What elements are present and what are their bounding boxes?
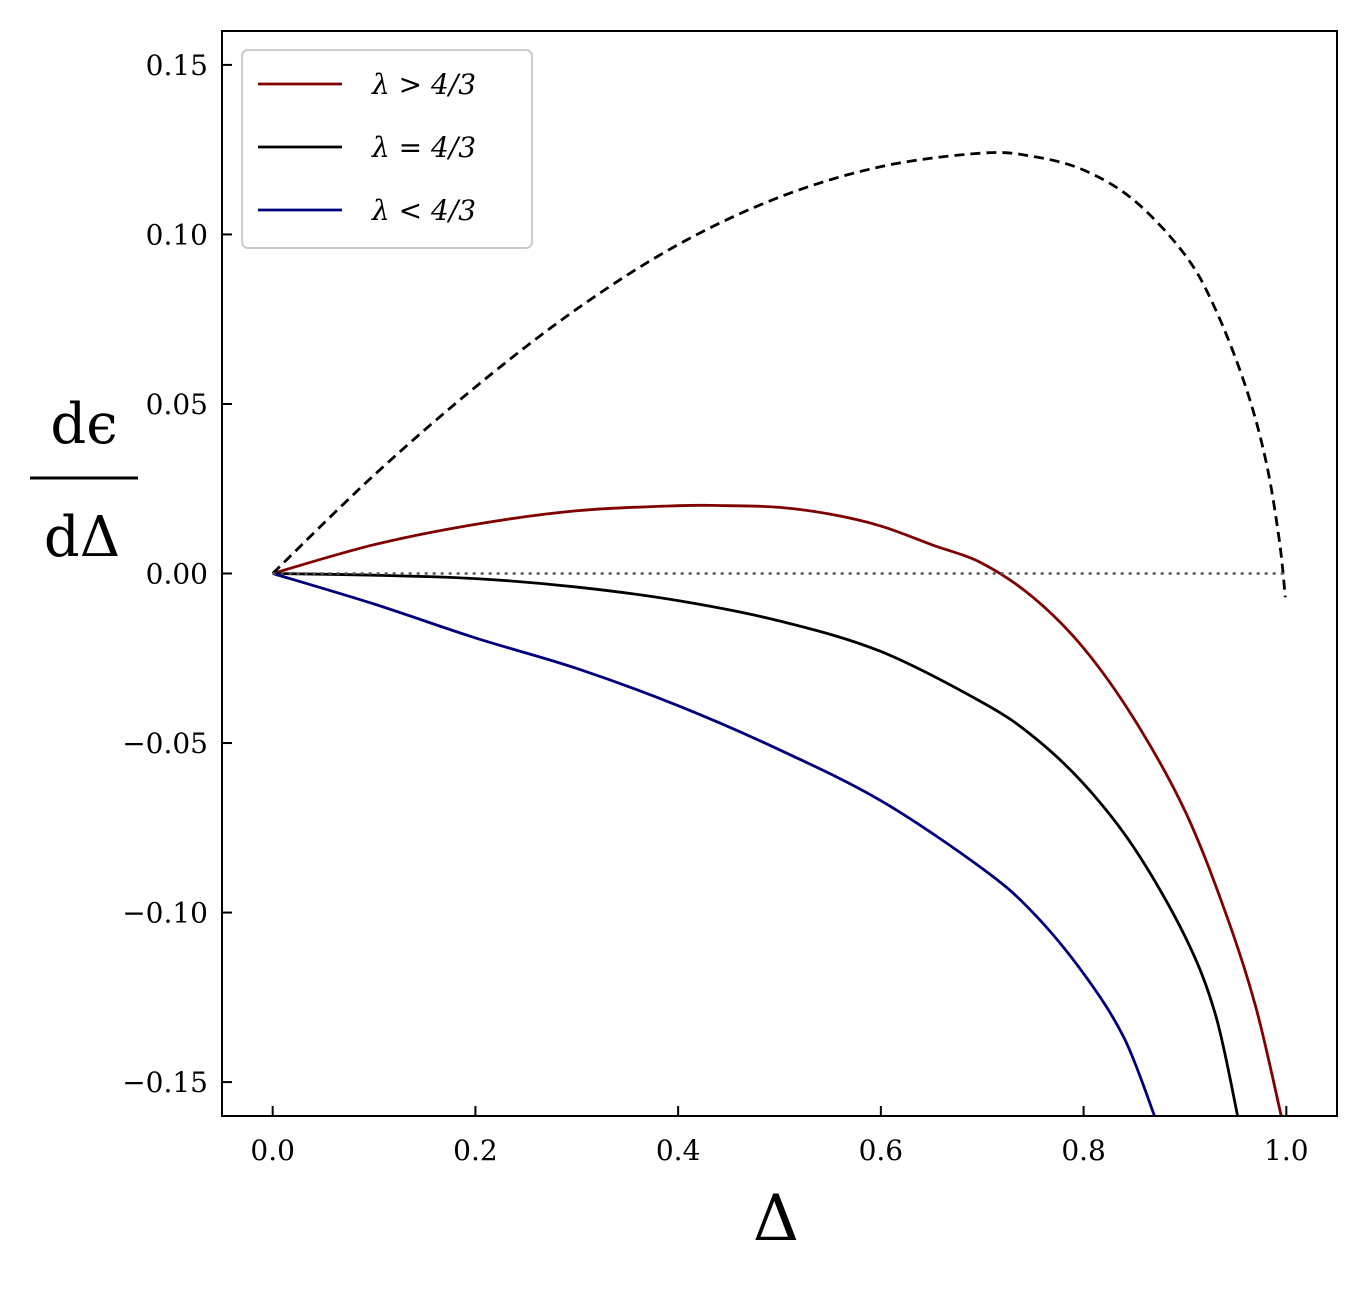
series-line-3 (272, 572, 1156, 1116)
series-layer (271, 151, 1287, 1116)
legend-label: λ = 4/3 (371, 131, 476, 164)
series-line-2 (272, 572, 1240, 1116)
x-tick-label: 0.6 (859, 1134, 904, 1167)
x-axis-title: Δ (753, 1182, 799, 1256)
y-tick-label: 0.10 (146, 218, 208, 251)
y-tick-label: −0.10 (122, 897, 208, 930)
x-tick-label: 0.0 (250, 1134, 295, 1167)
x-tick-label: 0.4 (656, 1134, 701, 1167)
y-axis-title-denominator: dΔ (44, 505, 120, 570)
y-tick-label: −0.05 (122, 727, 208, 760)
y-axis-title-numerator: dϵ (50, 392, 117, 457)
series-line-1 (272, 503, 1283, 1116)
x-tick-label: 0.8 (1061, 1134, 1106, 1167)
x-tick-label: 0.2 (453, 1134, 498, 1167)
y-axis: 0.15 0.10 0.05 0.00 −0.05 −0.10 −0.15 (122, 49, 232, 1099)
legend-box (241, 49, 533, 249)
x-tick-label: 1.0 (1264, 1134, 1309, 1167)
y-tick-label: 0.15 (146, 49, 208, 82)
legend-label: λ > 4/3 (371, 68, 476, 101)
y-tick-label: 0.00 (146, 558, 208, 591)
legend-label: λ < 4/3 (371, 194, 476, 227)
y-tick-label: 0.05 (146, 388, 208, 421)
x-axis: 0.0 0.2 0.4 0.6 0.8 1.0 (250, 1106, 1309, 1167)
y-axis-title: dϵ dΔ (30, 392, 138, 570)
legend: λ > 4/3 λ = 4/3 λ < 4/3 (241, 49, 533, 249)
y-tick-label: −0.15 (122, 1066, 208, 1099)
